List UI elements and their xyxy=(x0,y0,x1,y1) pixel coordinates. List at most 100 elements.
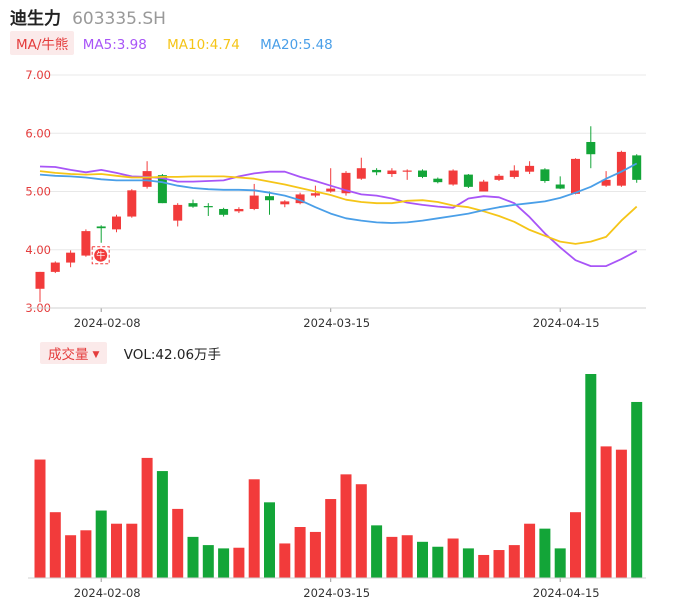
candle-up xyxy=(249,183,259,211)
candle-body xyxy=(463,174,473,187)
candle-body xyxy=(616,151,626,186)
candle-up xyxy=(35,271,45,303)
candle-body xyxy=(173,204,183,221)
x-tick-label: 2024-03-15 xyxy=(303,586,370,600)
volume-bar xyxy=(49,512,61,578)
candle-up xyxy=(142,161,152,189)
candle-body xyxy=(280,201,290,205)
volume-bar xyxy=(462,548,474,578)
volume-bar xyxy=(371,525,383,578)
dropdown-arrow-icon: ▼ xyxy=(92,350,100,360)
volume-bar xyxy=(218,548,230,578)
candle-body xyxy=(555,184,565,189)
volume-bar xyxy=(585,374,597,578)
stock-code: 603335.SH xyxy=(72,9,166,29)
candle-down xyxy=(96,225,106,243)
candle-body xyxy=(127,190,137,217)
y-tick-label: 6.00 xyxy=(25,126,51,140)
candlesticks xyxy=(35,126,642,303)
candle-body xyxy=(601,179,611,186)
candle-up xyxy=(525,161,535,175)
volume-bar xyxy=(95,510,107,578)
candle-body xyxy=(326,188,336,192)
volume-date-axis: 2024-02-08 2024-03-15 2024-04-15 xyxy=(28,577,646,600)
candle-down xyxy=(540,168,550,183)
candle-body xyxy=(387,170,397,175)
volume-bar xyxy=(432,546,444,578)
candle-up xyxy=(280,200,290,208)
bull-marker[interactable]: 牛 xyxy=(91,246,110,265)
ma10-value: MA10:4.74 xyxy=(167,37,240,53)
volume-legend: 成交量 ▼ VOL:42.06万手 xyxy=(40,342,221,364)
candle-body xyxy=(632,155,642,180)
volume-bars xyxy=(34,374,643,578)
x-tick-label: 2024-04-15 xyxy=(533,316,600,330)
x-tick-label: 2024-02-08 xyxy=(74,316,141,330)
candle-body xyxy=(203,206,213,208)
candle-down xyxy=(203,203,213,216)
candle-body xyxy=(249,195,259,209)
volume-bar xyxy=(355,484,367,578)
ma-toggle-button[interactable]: MA/牛熊 xyxy=(10,31,75,55)
volume-bar xyxy=(126,523,138,578)
volume-bar xyxy=(401,535,413,578)
candle-body xyxy=(35,271,45,289)
candle-body xyxy=(341,172,351,194)
candle-down xyxy=(433,177,443,184)
volume-bar xyxy=(172,508,184,578)
candle-up xyxy=(356,157,366,180)
candle-body xyxy=(479,181,489,192)
marker-badge xyxy=(94,248,108,262)
candle-body xyxy=(96,226,106,229)
candle-down xyxy=(555,176,565,190)
candle-up xyxy=(509,165,519,179)
x-tick-label: 2024-04-15 xyxy=(533,586,600,600)
volume-bar xyxy=(600,446,612,578)
volume-bar xyxy=(554,548,566,578)
candle-up xyxy=(387,168,397,177)
candle-body xyxy=(586,141,596,155)
stock-name: 迪生力 xyxy=(10,9,61,29)
volume-bar xyxy=(233,547,245,578)
volume-bar xyxy=(34,459,46,578)
candle-body xyxy=(188,203,198,207)
candle-body xyxy=(66,252,76,263)
candle-body xyxy=(157,175,167,204)
candle-up xyxy=(50,261,60,274)
candle-up xyxy=(341,171,351,196)
candle-up xyxy=(234,207,244,214)
y-tick-label: 7.00 xyxy=(25,68,51,82)
candle-body xyxy=(448,170,458,185)
candle-body xyxy=(494,175,504,180)
volume-bar xyxy=(279,543,291,578)
volume-bar xyxy=(202,545,214,578)
volume-bar xyxy=(508,545,520,578)
candle-up xyxy=(402,169,412,180)
volume-bar xyxy=(478,554,490,578)
candle-body xyxy=(234,208,244,212)
ma10-line xyxy=(39,170,638,245)
candle-body xyxy=(418,170,427,177)
volume-bar xyxy=(340,474,352,578)
volume-bar xyxy=(156,471,168,578)
volume-bar xyxy=(615,449,627,578)
candle-up xyxy=(326,168,336,193)
y-tick-label: 4.00 xyxy=(25,243,51,257)
candle-down xyxy=(219,207,229,217)
volume-bar xyxy=(570,512,581,578)
candle-body xyxy=(433,178,443,183)
volume-bar xyxy=(524,523,536,578)
candle-up xyxy=(66,250,76,268)
candle-body xyxy=(540,169,550,182)
volume-bar xyxy=(309,531,321,578)
candle-body xyxy=(310,193,320,196)
candle-up xyxy=(127,189,137,218)
ma-legend: MA/牛熊 MA5:3.98 MA10:4.74 MA20:5.48 xyxy=(10,31,349,55)
volume-selector-button[interactable]: 成交量 ▼ xyxy=(40,342,108,364)
volume-bar xyxy=(80,530,92,578)
x-tick-label: 2024-02-08 xyxy=(74,586,141,600)
candle-body xyxy=(525,165,535,172)
candle-up xyxy=(81,229,91,257)
candle-up xyxy=(448,169,458,186)
